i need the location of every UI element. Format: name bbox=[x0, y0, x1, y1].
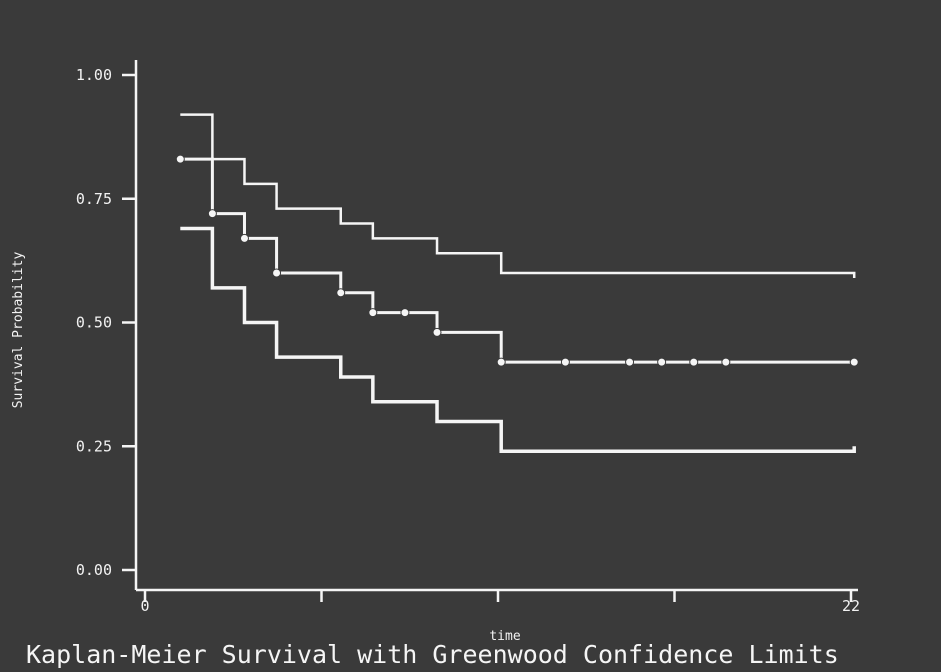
series bbox=[180, 113, 856, 453]
survival-marker bbox=[721, 357, 731, 367]
survival-marker bbox=[625, 357, 635, 367]
survival-estimate-line bbox=[180, 157, 855, 364]
chart-title: Kaplan-Meier Survival with Greenwood Con… bbox=[26, 640, 839, 669]
survival-marker bbox=[207, 209, 217, 219]
survival-marker bbox=[175, 154, 185, 164]
y-tick-label: 0.00 bbox=[76, 561, 112, 579]
survival-marker bbox=[849, 357, 859, 367]
survival-marker bbox=[432, 327, 442, 337]
upper-limit-line bbox=[180, 113, 856, 278]
survival-marker bbox=[657, 357, 667, 367]
y-tick-label: 0.25 bbox=[76, 437, 112, 455]
survival-marker bbox=[239, 233, 249, 243]
x-tick-label: 0 bbox=[140, 597, 149, 615]
y-tick-label: 1.00 bbox=[76, 66, 112, 84]
y-tick-label: 0.75 bbox=[76, 190, 112, 208]
y-axis-label: Survival Probability bbox=[11, 252, 26, 409]
y-tick-label: 0.50 bbox=[76, 314, 112, 332]
survival-marker bbox=[400, 308, 410, 318]
survival-marker bbox=[368, 308, 378, 318]
survival-marker bbox=[689, 357, 699, 367]
survival-marker bbox=[336, 288, 346, 298]
ticks: 0.00 0.25 0.50 0.75 1.00 0 22 bbox=[76, 66, 860, 615]
survival-marker bbox=[272, 268, 282, 278]
lower-limit-line bbox=[180, 226, 856, 453]
survival-marker bbox=[560, 357, 570, 367]
markers bbox=[175, 154, 859, 367]
x-axis-label: time bbox=[489, 629, 520, 644]
axes: Survival Probability time bbox=[11, 60, 858, 644]
survival-marker bbox=[496, 357, 506, 367]
x-tick-label: 22 bbox=[842, 597, 860, 615]
